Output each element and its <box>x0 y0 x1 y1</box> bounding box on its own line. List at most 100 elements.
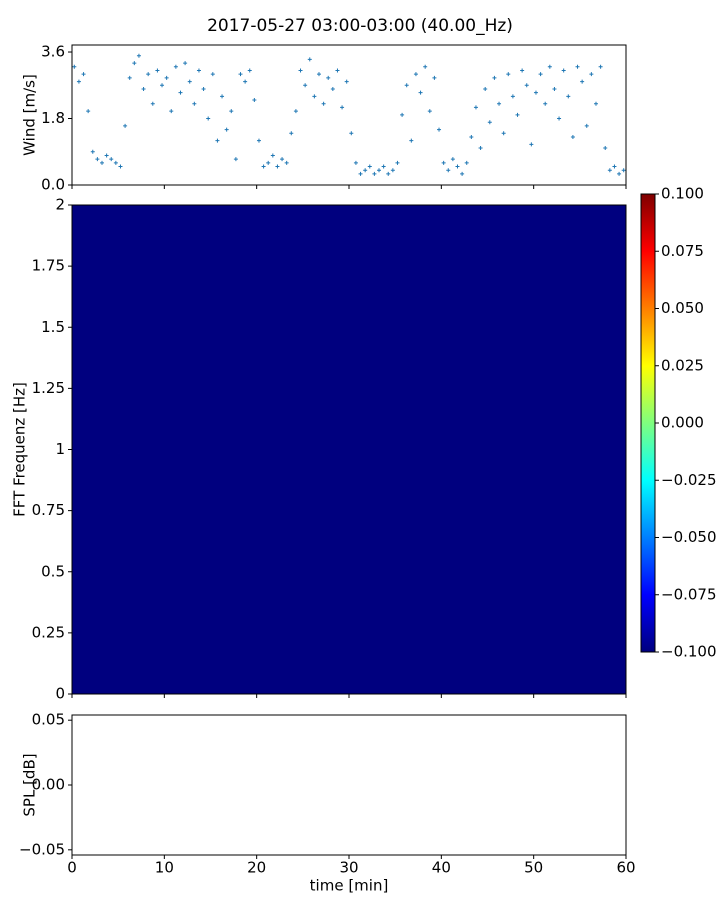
wind-point <box>150 101 155 106</box>
wind-point <box>293 109 298 114</box>
colorbar-tick-label: 0.000 <box>661 414 704 432</box>
wind-point <box>90 149 95 154</box>
wind-point <box>464 160 469 165</box>
x-tick-label: 50 <box>524 859 543 877</box>
wind-point <box>146 72 151 77</box>
wind-point <box>557 116 562 121</box>
wind-point <box>289 131 294 136</box>
wind-point <box>543 101 548 106</box>
wind-point <box>612 164 617 169</box>
wind-point <box>404 83 409 88</box>
wind-point <box>524 83 529 88</box>
wind-point <box>206 116 211 121</box>
wind-point <box>275 164 280 169</box>
y-tick-label: 3.6 <box>41 43 65 61</box>
wind-point <box>566 94 571 99</box>
wind-point <box>423 64 428 69</box>
wind-point <box>104 153 109 158</box>
wind-point <box>455 164 460 169</box>
wind-point <box>497 101 502 106</box>
wind-point <box>460 171 465 176</box>
x-tick-label: 60 <box>616 859 635 877</box>
colorbar-tick-label: 0.025 <box>661 356 704 374</box>
y-axis-label: FFT Frequenz [Hz] <box>11 382 29 517</box>
wind-point <box>510 94 515 99</box>
wind-point <box>617 171 622 176</box>
wind-point <box>390 168 395 173</box>
y-tick-label: 2 <box>55 196 65 214</box>
wind-point <box>243 79 248 84</box>
x-tick-label: 40 <box>432 859 451 877</box>
wind-point <box>363 168 368 173</box>
wind-point <box>312 94 317 99</box>
wind-point <box>547 64 552 69</box>
wind-point <box>270 153 275 158</box>
colorbar-tick-label: −0.075 <box>661 585 717 603</box>
wind-point <box>386 171 391 176</box>
wind-point <box>229 109 234 114</box>
wind-point <box>446 168 451 173</box>
wind-point <box>603 146 608 151</box>
wind-point <box>340 105 345 110</box>
wind-point <box>81 72 86 77</box>
wind-point <box>607 168 612 173</box>
wind-point <box>561 68 566 73</box>
wind-point <box>593 101 598 106</box>
wind-point <box>136 53 141 58</box>
y-tick-label: 1.8 <box>41 109 65 127</box>
y-tick-label: 0.05 <box>32 711 65 729</box>
wind-point <box>589 72 594 77</box>
wind-point <box>123 123 128 128</box>
wind-point <box>252 98 257 103</box>
y-tick-label: 0.5 <box>41 562 65 580</box>
wind-point <box>178 90 183 95</box>
wind-point <box>141 86 146 91</box>
wind-point <box>127 75 132 80</box>
wind-point <box>303 83 308 88</box>
wind-point <box>224 127 229 132</box>
wind-point <box>118 164 123 169</box>
wind-point <box>321 101 326 106</box>
wind-point <box>233 157 238 162</box>
wind-point <box>584 123 589 128</box>
wind-point <box>381 164 386 169</box>
y-tick-label: 0.75 <box>32 501 65 519</box>
wind-point <box>247 68 252 73</box>
wind-point <box>164 75 169 80</box>
spectrogram <box>72 205 626 694</box>
wind-point <box>515 112 520 117</box>
wind-point <box>109 157 114 162</box>
wind-point <box>330 86 335 91</box>
wind-point <box>552 86 557 91</box>
wind-point <box>409 138 414 143</box>
wind-point <box>395 160 400 165</box>
y-tick-label: 1 <box>55 440 65 458</box>
wind-point <box>160 83 165 88</box>
wind-point <box>266 160 271 165</box>
wind-point <box>113 160 118 165</box>
wind-point <box>298 68 303 73</box>
wind-point <box>316 72 321 77</box>
y-tick-label: 0 <box>55 685 65 703</box>
wind-point <box>520 68 525 73</box>
x-tick-label: 30 <box>339 859 358 877</box>
colorbar-tick-label: −0.025 <box>661 471 717 489</box>
wind-point <box>487 120 492 125</box>
wind-point <box>478 146 483 151</box>
wind-point <box>400 112 405 117</box>
wind-point <box>621 168 626 173</box>
colorbar-tick-label: 0.075 <box>661 242 704 260</box>
wind-point <box>367 164 372 169</box>
y-tick-label: 1.75 <box>32 257 65 275</box>
wind-point <box>432 75 437 80</box>
wind-point <box>307 57 312 62</box>
wind-point <box>441 160 446 165</box>
wind-point <box>238 72 243 77</box>
wind-point <box>533 90 538 95</box>
wind-point <box>215 138 220 143</box>
wind-point <box>132 61 137 66</box>
wind-point <box>575 64 580 69</box>
wind-point <box>580 79 585 84</box>
wind-point <box>192 101 197 106</box>
